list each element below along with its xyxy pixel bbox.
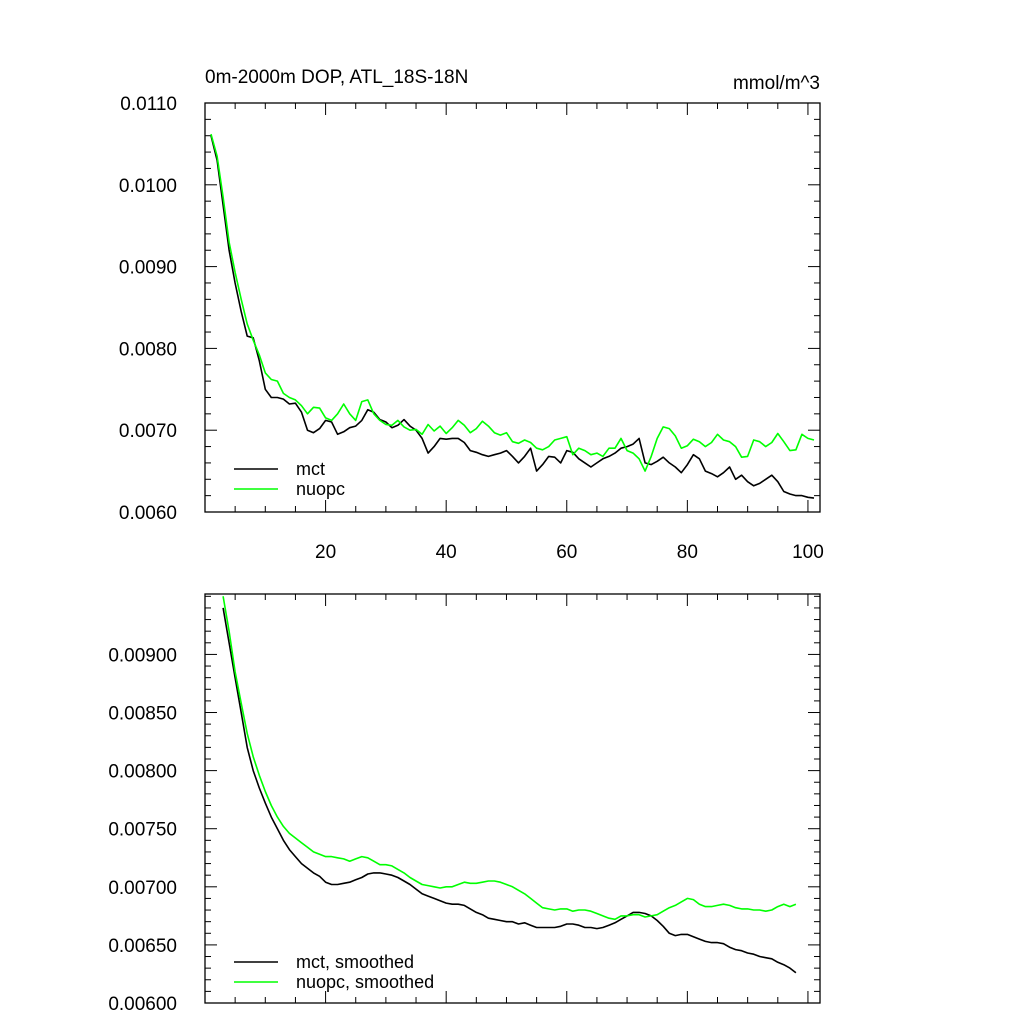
legend-label: nuopc (296, 479, 345, 499)
x-tick-label: 40 (436, 542, 457, 563)
x-tick-label: 80 (677, 542, 698, 563)
series-line-nuopc-smoothed (222, 596, 797, 921)
y-tick-label: 0.0110 (120, 94, 177, 115)
y-tick-label: 0.0080 (119, 339, 177, 360)
series-group (210, 133, 815, 499)
series-line-nuopc (210, 133, 815, 472)
y-tick-label: 0.0060 (119, 503, 177, 524)
chart-panel-top: 20 40 60 80 100 0.0060 0.0070 0.0080 0.0090 0.010… (119, 67, 824, 563)
plot-frame (204, 593, 821, 1004)
chart-units: mmol/m^3 (733, 73, 820, 94)
series-line-mct (210, 135, 815, 499)
y-tick-label: 0.0100 (119, 176, 177, 197)
y-tick-label: 0.00850 (108, 704, 177, 725)
series-line-mct-smoothed (222, 607, 797, 974)
x-tick-label: 100 (792, 542, 824, 563)
y-tick-label: 0.00750 (108, 820, 177, 841)
legend-label: mct, smoothed (296, 952, 414, 972)
y-tick-label: 0.00650 (108, 936, 177, 957)
legend-label: mct (296, 459, 325, 479)
y-tick-label: 0.00800 (108, 762, 177, 783)
series-group (222, 596, 797, 974)
chart-title: 0m-2000m DOP, ATL_18S-18N (205, 67, 468, 88)
y-tick-label: 0.00900 (108, 645, 177, 666)
chart-panel-bottom: 0.00600 0.00650 0.00700 0.00750 0.00800 0.008… (108, 593, 821, 1015)
plot-frame (204, 102, 821, 513)
y-tick-label: 0.00700 (108, 878, 177, 899)
x-tick-label: 60 (556, 542, 577, 563)
y-tick-label: 0.0090 (119, 258, 177, 279)
x-tick-label: 20 (315, 542, 336, 563)
y-tick-label: 0.0070 (119, 421, 177, 442)
y-tick-label: 0.00600 (108, 994, 177, 1015)
legend-label: nuopc, smoothed (296, 972, 434, 992)
